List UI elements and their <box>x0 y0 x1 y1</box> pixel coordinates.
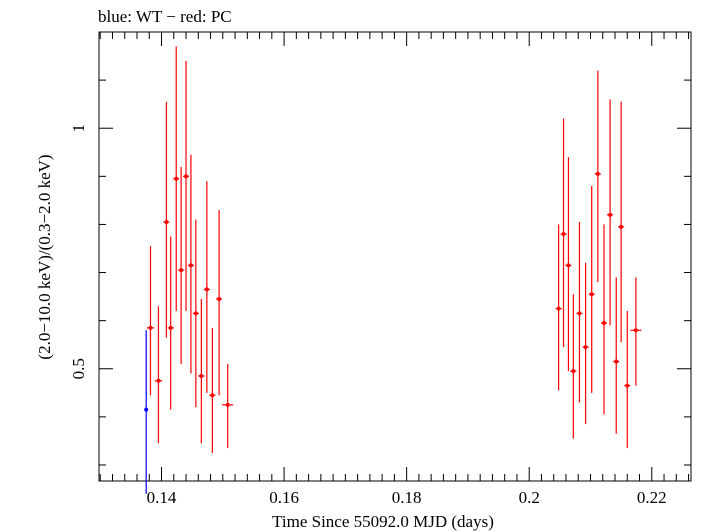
x-axis-label: Time Since 55092.0 MJD (days) <box>272 512 494 531</box>
data-point-pc <box>594 70 601 283</box>
point-marker <box>619 224 624 229</box>
point-marker <box>225 402 230 407</box>
data-point-pc <box>163 101 170 338</box>
data-point-pc <box>576 222 583 403</box>
x-tick-label: 0.16 <box>269 488 299 507</box>
y-axis-label: (2.0−10.0 keV)/(0.3−2.0 keV) <box>35 154 54 359</box>
data-point-pc <box>588 185 595 393</box>
point-marker <box>188 263 193 268</box>
point-marker <box>168 325 173 330</box>
axis-ticks: 0.14 0.16 0.18 0.2 0.22 0.5 1 <box>69 32 691 507</box>
point-marker <box>556 306 561 311</box>
point-marker <box>193 311 198 316</box>
data-marks <box>144 46 642 494</box>
point-marker <box>184 174 189 179</box>
data-point-pc <box>146 246 155 396</box>
point-marker <box>561 232 566 237</box>
point-marker <box>601 321 606 326</box>
data-point-pc <box>187 154 194 374</box>
point-marker <box>577 311 582 316</box>
y-tick-label: 0.5 <box>69 358 88 379</box>
y-tick-label: 1 <box>69 124 88 133</box>
data-point-pc <box>216 210 223 396</box>
data-point-pc <box>560 118 567 348</box>
data-point-pc <box>154 306 163 444</box>
data-point-pc <box>167 236 174 410</box>
data-point-pc <box>173 46 180 312</box>
point-marker <box>164 220 169 225</box>
plot-frame <box>98 31 692 482</box>
point-marker <box>608 212 613 217</box>
data-point-pc <box>582 262 589 425</box>
point-marker <box>148 325 153 330</box>
point-marker <box>566 263 571 268</box>
data-point-pc <box>182 60 190 312</box>
point-marker <box>633 328 638 333</box>
data-point-pc <box>178 166 185 364</box>
data-point-wt <box>144 330 149 494</box>
data-point-pc <box>203 181 210 393</box>
point-marker <box>583 345 588 350</box>
data-point-pc <box>570 294 577 439</box>
point-marker <box>204 287 209 292</box>
point-marker <box>174 176 179 181</box>
point-marker <box>217 297 222 302</box>
point-marker <box>614 359 619 364</box>
x-tick-label: 0.22 <box>637 488 667 507</box>
data-point-pc <box>198 299 205 444</box>
data-point-pc <box>192 219 199 408</box>
data-point-pc <box>565 157 572 372</box>
point-marker <box>595 171 600 176</box>
data-point-pc <box>630 277 642 386</box>
point-marker <box>179 268 184 273</box>
data-point-pc <box>222 363 234 449</box>
data-point-pc <box>613 277 620 434</box>
point-marker <box>625 383 630 388</box>
data-point-pc <box>600 224 608 415</box>
data-point-pc <box>209 327 216 453</box>
data-point-pc <box>624 311 631 449</box>
data-point-pc <box>618 101 625 343</box>
x-tick-label: 0.14 <box>147 488 177 507</box>
x-tick-label: 0.18 <box>392 488 422 507</box>
point-marker <box>589 292 594 297</box>
x-tick-label: 0.2 <box>519 488 540 507</box>
data-point-pc <box>555 224 562 391</box>
point-marker <box>571 369 576 374</box>
point-marker <box>144 407 149 412</box>
chart-title: blue: WT − red: PC <box>98 7 232 26</box>
point-marker <box>210 393 215 398</box>
point-marker <box>199 373 204 378</box>
data-point-pc <box>607 99 614 326</box>
point-marker <box>156 378 161 383</box>
